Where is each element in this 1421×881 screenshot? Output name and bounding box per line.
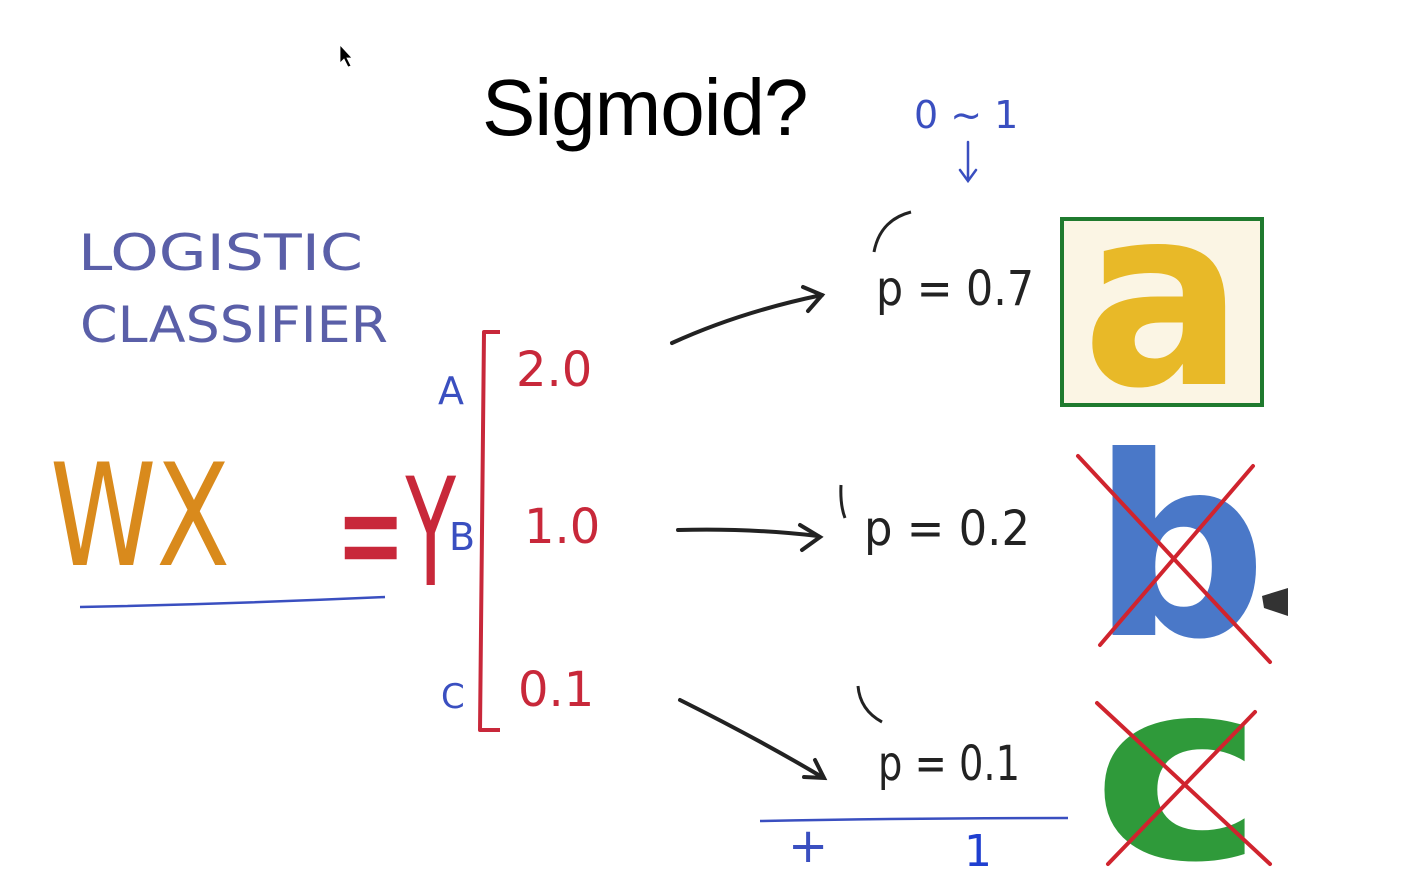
class-card-c: c	[1092, 626, 1272, 881]
paren-mark-c	[856, 685, 883, 724]
probability-b: p = 0.2	[864, 501, 1030, 557]
sum-one: 1	[964, 826, 992, 877]
class-letter-b: b	[1092, 403, 1267, 694]
class-card-b: b	[1076, 403, 1288, 694]
range-down-arrow	[958, 140, 978, 184]
model-name-line2: CLASSIFIER	[80, 296, 388, 354]
probability-a: p = 0.7	[876, 261, 1034, 317]
slide-title: Sigmoid?	[482, 63, 809, 152]
sum-line	[759, 816, 1069, 823]
cross-mark-c-icon	[1095, 701, 1272, 866]
score-value-a: 2.0	[516, 342, 592, 398]
selected-box	[1060, 217, 1264, 407]
paren-mark-b	[839, 484, 847, 519]
arrow-to-p-c	[678, 698, 828, 781]
sum-plus: +	[788, 818, 828, 874]
score-label-c: C	[441, 677, 465, 717]
class-letter-c: c	[1092, 626, 1264, 881]
mouse-cursor-icon	[339, 43, 353, 68]
class-card-a: a	[1060, 152, 1264, 443]
class-letter-a: a	[1082, 152, 1244, 443]
model-name-line1: LOGISTIC	[78, 224, 363, 282]
score-label-b: B	[449, 515, 475, 559]
probability-c: p = 0.1	[878, 736, 1020, 792]
arrow-to-p-a	[670, 285, 826, 345]
range-note: 0 ~ 1	[914, 93, 1018, 137]
wx-underline	[79, 595, 386, 609]
paren-mark-a	[872, 210, 912, 253]
arrow-to-p-b	[676, 523, 824, 552]
score-label-a: A	[438, 369, 464, 413]
score-value-b: 1.0	[524, 499, 600, 555]
equals-y-term: =Y	[336, 447, 456, 621]
score-value-c: 0.1	[518, 662, 594, 718]
shadow-mark	[1262, 588, 1288, 616]
wx-term: WX	[50, 434, 230, 599]
cross-mark-b-icon	[1076, 454, 1272, 664]
score-bracket	[478, 330, 500, 732]
